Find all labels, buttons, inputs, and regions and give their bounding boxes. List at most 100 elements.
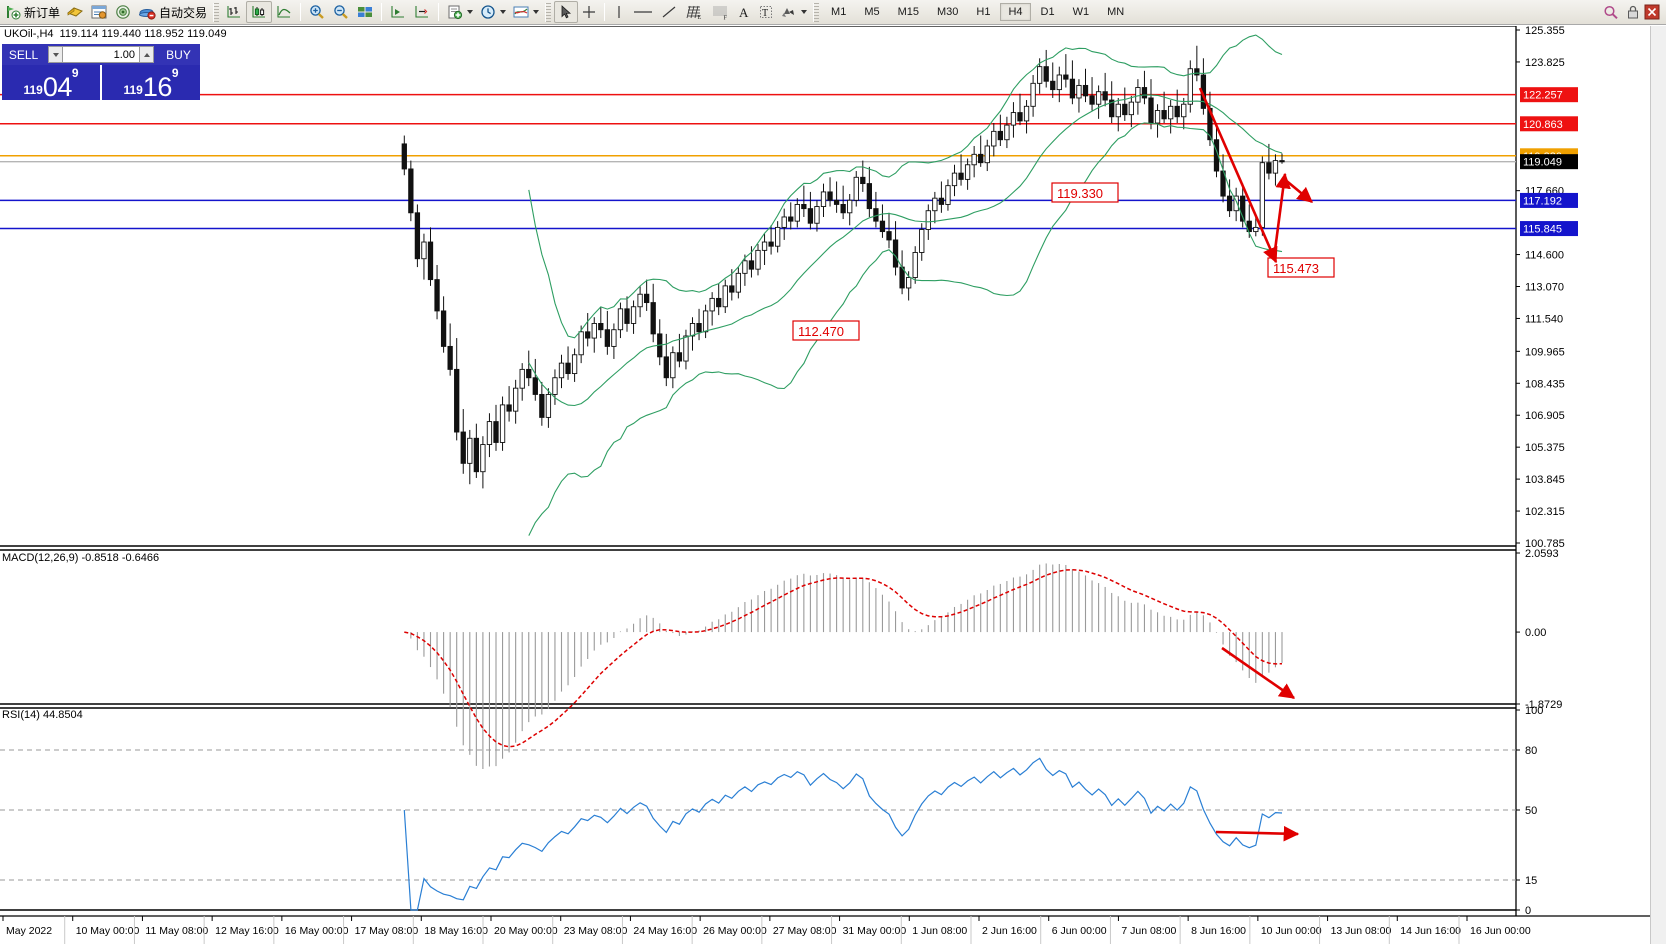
main-down-arrow[interactable]	[1198, 87, 1278, 264]
volume-input[interactable]: 1.00	[63, 46, 139, 63]
sell-price-display[interactable]: 119 04 9	[2, 65, 102, 100]
indicators-dropdown-arrow[interactable]	[533, 10, 540, 14]
toolbar-grip-timeframes[interactable]	[813, 2, 820, 22]
price-badge-label-120.863: 120.863	[1523, 119, 1563, 131]
fibo-fan-button[interactable]: F	[707, 1, 733, 23]
candle-body	[1109, 99, 1115, 118]
main-up-arrow[interactable]	[1272, 172, 1291, 259]
candle-body	[742, 260, 748, 274]
candle-body	[801, 203, 807, 210]
rsi-line	[403, 757, 1283, 911]
new-order-button[interactable]: 新订单	[2, 1, 63, 23]
period-dropdown-arrow[interactable]	[500, 10, 507, 14]
timeframe-m5[interactable]: M5	[864, 6, 880, 18]
candle-body	[526, 368, 532, 379]
buy-button[interactable]: BUY	[157, 44, 200, 65]
candle-body	[1135, 87, 1141, 103]
price-tick-label-111.540: 111.540	[1525, 313, 1563, 325]
bollinger-upper-band	[528, 34, 1283, 339]
volume-increase-button[interactable]	[139, 46, 154, 63]
buy-price-display[interactable]: 119 16 9	[102, 65, 200, 100]
new-template-button[interactable]	[443, 1, 476, 23]
main-right-arrow[interactable]	[1282, 176, 1314, 204]
expert-advisors-button[interactable]	[63, 1, 87, 23]
volume-decrease-button[interactable]	[48, 46, 63, 63]
crosshair-button[interactable]	[578, 1, 600, 23]
candle-body	[788, 216, 794, 222]
shapes-button[interactable]	[777, 1, 810, 23]
candlestick-chart-button[interactable]	[246, 1, 273, 23]
candle-body	[630, 306, 637, 324]
bar-chart-button[interactable]	[222, 1, 246, 23]
text-label-button[interactable]: T	[755, 1, 777, 23]
annotation-box	[1267, 257, 1335, 278]
zoom-out-icon	[334, 5, 348, 19]
timeframe-w1[interactable]: W1	[1072, 6, 1090, 18]
buy-price-main: 16	[142, 71, 173, 102]
timeframe-list: M1 M5 M15 M30 H1 H4 D1 W1 MN	[822, 3, 1133, 21]
vertical-line-button[interactable]	[609, 1, 629, 23]
fibo-expansion-button[interactable]: E	[681, 1, 707, 23]
toolbar-grip-charts[interactable]	[213, 2, 220, 22]
candle-body	[558, 362, 565, 379]
autotrading-button[interactable]: 自动交易	[135, 1, 210, 23]
candle-body	[454, 368, 460, 433]
auto-scroll-button[interactable]	[410, 1, 434, 23]
drawn-arrows-group[interactable]	[1198, 87, 1314, 264]
candle-body	[729, 285, 735, 293]
annotation-115.473[interactable]: 115.473	[1267, 257, 1335, 278]
vertical-scrollbar[interactable]	[1650, 26, 1666, 944]
toolbar-separator-1	[300, 3, 302, 21]
timeframe-h1[interactable]: H1	[976, 6, 991, 18]
cursor-button[interactable]	[554, 1, 579, 23]
price-badge-label-122.257: 122.257	[1523, 90, 1563, 102]
candle-body	[467, 437, 473, 464]
candle-body	[421, 241, 427, 260]
candle-body	[637, 293, 643, 308]
candle-body	[1069, 78, 1076, 99]
rsi-right-arrow[interactable]	[1215, 825, 1300, 842]
zoom-out-button[interactable]	[329, 1, 353, 23]
navigator-button[interactable]	[111, 1, 135, 23]
toolbar-grip-objects[interactable]	[545, 2, 552, 22]
candle-body	[775, 226, 781, 247]
close-icon[interactable]	[1644, 4, 1660, 20]
candle-body	[480, 444, 486, 473]
zoom-in-button[interactable]	[305, 1, 329, 23]
data-window-button[interactable]	[87, 1, 111, 23]
chart-canvas[interactable]: 125.355 123.825 122.257 120.863 119.330 119.0…	[0, 26, 1666, 944]
timeframe-m1[interactable]: M1	[831, 6, 847, 18]
candle-body	[860, 176, 866, 185]
text-button[interactable]: A	[733, 1, 755, 23]
candle-body	[617, 308, 624, 331]
shift-end-button[interactable]	[386, 1, 410, 23]
chart-container[interactable]: 125.355 123.825 122.257 120.863 119.330 119.0…	[0, 26, 1666, 944]
candle-body	[945, 185, 951, 205]
volume-stepper[interactable]: 1.00	[45, 44, 157, 65]
horizontal-line-button[interactable]	[629, 1, 657, 23]
rsi-tick-label-80: 80	[1525, 745, 1537, 757]
line-chart-button[interactable]	[272, 1, 296, 23]
search-icon[interactable]	[1602, 4, 1620, 20]
timeframe-mn[interactable]: MN	[1107, 6, 1125, 18]
annotation-119.330[interactable]: 119.330	[1051, 182, 1119, 203]
candle-body	[716, 297, 722, 308]
sell-button[interactable]: SELL	[2, 44, 45, 65]
macd-down-arrow[interactable]	[1221, 646, 1296, 700]
annotation-112.470[interactable]: 112.470	[792, 320, 860, 341]
candle-body	[964, 164, 971, 180]
time-axis-label-8: 23 May 08:00	[564, 925, 628, 937]
period-button[interactable]	[476, 1, 509, 23]
timeframe-m15[interactable]: M15	[897, 6, 919, 18]
timeframe-m30[interactable]: M30	[937, 6, 959, 18]
price-tick-label-105.375: 105.375	[1525, 442, 1565, 454]
timeframe-h4[interactable]: H4	[1000, 3, 1031, 21]
new-template-icon	[448, 5, 463, 20]
timeframe-d1[interactable]: D1	[1040, 6, 1055, 18]
trendline-button[interactable]	[657, 1, 681, 23]
lock-icon[interactable]	[1624, 4, 1642, 20]
indicators-button[interactable]	[509, 1, 542, 23]
new-template-dropdown-arrow[interactable]	[467, 10, 474, 14]
grid-button[interactable]	[353, 1, 377, 23]
shapes-dropdown-arrow[interactable]	[801, 10, 808, 14]
